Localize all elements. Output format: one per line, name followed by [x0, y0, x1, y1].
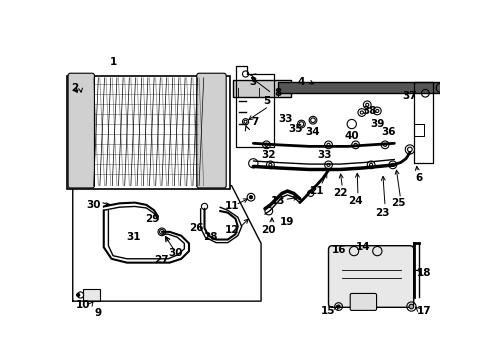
- Text: 1: 1: [110, 58, 117, 67]
- Text: 5: 5: [263, 96, 269, 106]
- Text: 30: 30: [86, 200, 101, 210]
- Circle shape: [375, 109, 378, 112]
- Circle shape: [310, 118, 315, 122]
- Text: 34: 34: [305, 127, 320, 137]
- Circle shape: [73, 122, 77, 127]
- Circle shape: [383, 143, 386, 147]
- Circle shape: [268, 163, 271, 166]
- Text: 28: 28: [202, 232, 217, 242]
- Circle shape: [73, 136, 77, 141]
- Text: 6: 6: [415, 173, 422, 183]
- Text: 24: 24: [347, 196, 362, 206]
- Circle shape: [73, 150, 77, 155]
- Bar: [67, 76, 230, 189]
- FancyBboxPatch shape: [68, 73, 94, 188]
- Text: 27: 27: [154, 255, 169, 265]
- Text: 14: 14: [355, 242, 370, 252]
- Circle shape: [369, 163, 372, 166]
- Text: 31: 31: [126, 232, 140, 242]
- Circle shape: [326, 143, 329, 147]
- Circle shape: [326, 163, 329, 166]
- Circle shape: [299, 122, 303, 126]
- Circle shape: [264, 143, 267, 147]
- Bar: [82, 289, 100, 301]
- Text: 17: 17: [416, 306, 430, 316]
- FancyBboxPatch shape: [196, 73, 226, 188]
- Circle shape: [73, 164, 77, 169]
- Text: 25: 25: [390, 198, 405, 208]
- Circle shape: [407, 147, 411, 152]
- Circle shape: [353, 143, 356, 147]
- Text: 36: 36: [380, 127, 395, 137]
- Circle shape: [336, 305, 340, 308]
- Circle shape: [159, 230, 164, 234]
- Text: 37: 37: [402, 91, 416, 100]
- Text: 19: 19: [280, 217, 294, 227]
- Bar: [233, 80, 291, 97]
- Text: 7: 7: [251, 117, 258, 127]
- Text: 26: 26: [189, 223, 203, 233]
- Text: 38: 38: [362, 106, 376, 116]
- Text: 9: 9: [95, 308, 102, 318]
- Text: 18: 18: [416, 268, 430, 278]
- FancyBboxPatch shape: [328, 246, 413, 307]
- Text: 33: 33: [278, 114, 292, 123]
- Circle shape: [360, 111, 363, 114]
- Text: 35: 35: [287, 125, 302, 134]
- Text: 13: 13: [270, 196, 285, 206]
- Text: 30: 30: [168, 248, 183, 258]
- Circle shape: [249, 196, 252, 199]
- Circle shape: [365, 103, 368, 106]
- Bar: [278, 82, 444, 93]
- Text: 4: 4: [297, 77, 305, 87]
- Text: 40: 40: [344, 131, 358, 141]
- Text: 3: 3: [249, 77, 256, 87]
- Text: 21: 21: [309, 186, 324, 196]
- Circle shape: [408, 304, 413, 309]
- Text: 10: 10: [76, 300, 90, 310]
- Text: 22: 22: [332, 188, 346, 198]
- Text: 2: 2: [71, 83, 79, 93]
- Circle shape: [435, 83, 445, 93]
- Text: 15: 15: [321, 306, 335, 316]
- Circle shape: [244, 120, 246, 123]
- Circle shape: [77, 293, 80, 297]
- Text: 39: 39: [369, 119, 384, 129]
- Text: 12: 12: [224, 225, 238, 235]
- Text: 29: 29: [145, 214, 160, 224]
- Text: 23: 23: [375, 208, 389, 217]
- Text: 20: 20: [261, 225, 276, 235]
- Circle shape: [73, 109, 77, 113]
- Text: 11: 11: [224, 202, 238, 211]
- FancyBboxPatch shape: [349, 293, 376, 310]
- Circle shape: [73, 95, 77, 99]
- Text: 8: 8: [274, 88, 281, 98]
- Circle shape: [390, 163, 393, 166]
- Text: 33: 33: [317, 150, 331, 160]
- Text: 16: 16: [331, 244, 345, 255]
- Text: 32: 32: [261, 150, 276, 160]
